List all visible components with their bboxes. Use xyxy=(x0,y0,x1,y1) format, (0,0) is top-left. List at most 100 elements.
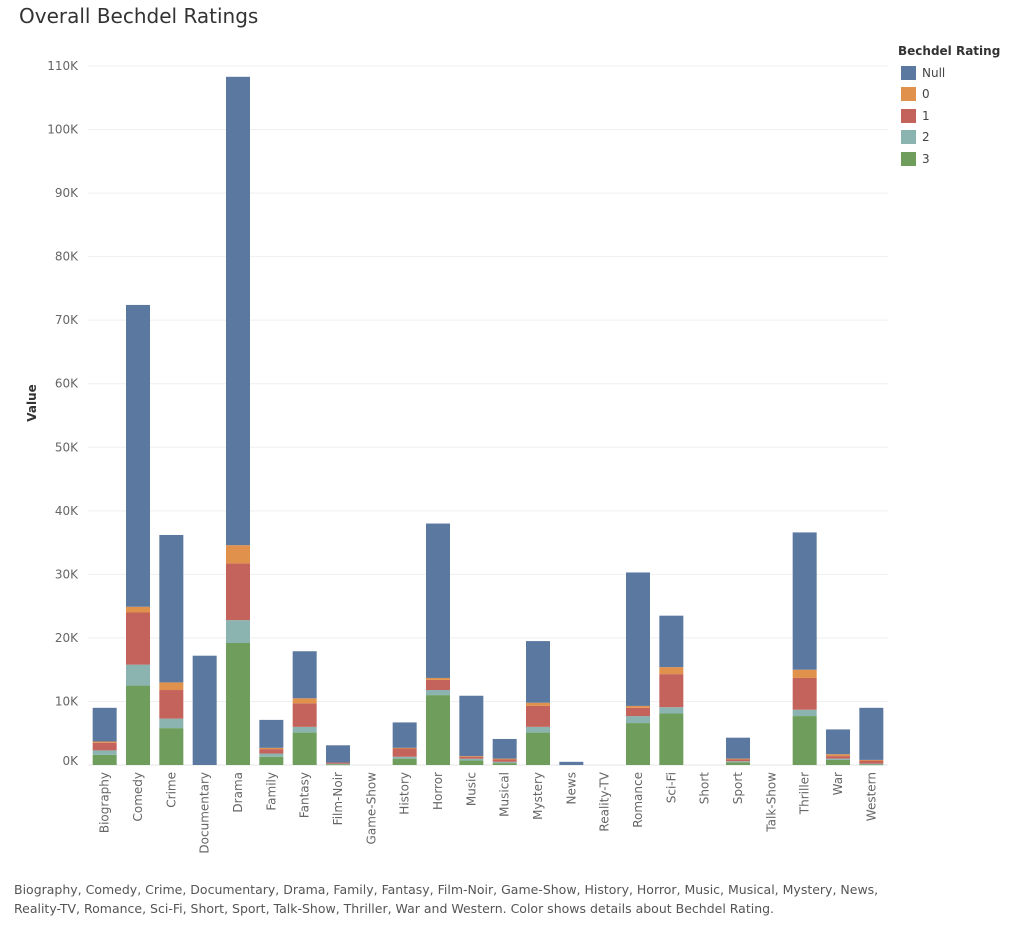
bar-segment[interactable] xyxy=(726,737,750,759)
bar-segment[interactable] xyxy=(392,748,417,757)
bar-segment[interactable] xyxy=(492,758,517,760)
bar-segment[interactable] xyxy=(859,763,884,765)
bar-segment[interactable] xyxy=(826,754,850,757)
bar-segment[interactable] xyxy=(526,726,550,733)
bar-segment[interactable] xyxy=(492,761,517,764)
bar-segment[interactable] xyxy=(426,679,450,691)
bar-segment[interactable] xyxy=(92,750,117,755)
bar-segment[interactable] xyxy=(392,758,417,765)
bar-segment[interactable] xyxy=(292,698,317,704)
bar-segment[interactable] xyxy=(659,674,684,708)
bar-segment[interactable] xyxy=(726,761,750,763)
bar-segment[interactable] xyxy=(292,726,317,733)
bar-segment[interactable] xyxy=(826,759,850,765)
bar-segment[interactable] xyxy=(426,695,450,765)
bar-segment[interactable] xyxy=(126,606,150,613)
bar-segment[interactable] xyxy=(626,707,650,717)
bar-segment[interactable] xyxy=(726,758,750,760)
bar-segment[interactable] xyxy=(259,719,284,748)
bar-segment[interactable] xyxy=(526,702,550,706)
bar-segment[interactable] xyxy=(459,695,484,757)
bar-segment[interactable] xyxy=(792,677,817,710)
bar-segment[interactable] xyxy=(559,761,584,765)
bar-segment[interactable] xyxy=(526,732,550,765)
bar-segment[interactable] xyxy=(259,747,284,750)
bar-segment[interactable] xyxy=(426,677,450,680)
bar-segment[interactable] xyxy=(459,756,484,757)
legend-item[interactable]: 0 xyxy=(898,84,1008,106)
bar-segment[interactable] xyxy=(159,728,184,765)
legend-item[interactable]: 1 xyxy=(898,105,1008,127)
bar-segment[interactable] xyxy=(492,763,517,765)
bar-segment[interactable] xyxy=(492,738,517,759)
bar-segment[interactable] xyxy=(792,709,817,717)
bar-segment[interactable] xyxy=(392,747,417,749)
bar-segment[interactable] xyxy=(792,532,817,670)
legend-item[interactable]: 3 xyxy=(898,148,1008,170)
bar-segment[interactable] xyxy=(726,759,750,762)
bars xyxy=(92,76,884,766)
bar-segment[interactable] xyxy=(659,707,684,714)
bar-segment[interactable] xyxy=(92,742,117,751)
bar-segment[interactable] xyxy=(159,690,184,719)
bar-segment[interactable] xyxy=(92,707,117,742)
bar-segment[interactable] xyxy=(326,745,350,763)
bar-segment[interactable] xyxy=(392,756,417,759)
bar-segment[interactable] xyxy=(192,655,217,765)
bar-segment[interactable] xyxy=(159,682,184,691)
bar-segment[interactable] xyxy=(859,759,884,761)
bar-segment[interactable] xyxy=(92,754,117,765)
bar-segment[interactable] xyxy=(826,758,850,760)
legend-item[interactable]: Null xyxy=(898,62,1008,84)
bar-segment[interactable] xyxy=(526,705,550,727)
bar-segment[interactable] xyxy=(226,620,250,643)
bar-segment[interactable] xyxy=(459,756,484,759)
bar-segment[interactable] xyxy=(259,753,284,757)
bar-segment[interactable] xyxy=(826,729,850,755)
bar-segment[interactable] xyxy=(126,685,150,765)
bar-segment[interactable] xyxy=(226,545,250,564)
bar-segment[interactable] xyxy=(326,764,350,766)
bar-segment[interactable] xyxy=(226,76,250,546)
bar-segment[interactable] xyxy=(226,642,250,765)
bar-segment[interactable] xyxy=(326,762,350,764)
bar-segment[interactable] xyxy=(826,756,850,759)
bar-segment[interactable] xyxy=(492,759,517,762)
bar-segment[interactable] xyxy=(292,703,317,727)
bar-segment[interactable] xyxy=(426,690,450,696)
bar-segment[interactable] xyxy=(259,756,284,765)
bar-segment[interactable] xyxy=(526,641,550,703)
bar-segment[interactable] xyxy=(859,707,884,760)
x-tick-label: Mystery xyxy=(531,772,545,820)
bar-segment[interactable] xyxy=(292,651,317,699)
bar-segment[interactable] xyxy=(226,563,250,621)
y-tick-label: 90K xyxy=(55,186,79,200)
bar-segment[interactable] xyxy=(159,718,184,729)
bar-segment[interactable] xyxy=(726,762,750,765)
legend-item[interactable]: 2 xyxy=(898,127,1008,149)
bar-segment[interactable] xyxy=(792,669,817,678)
bar-segment[interactable] xyxy=(259,749,284,754)
bar-segment[interactable] xyxy=(126,304,150,607)
bar-segment[interactable] xyxy=(459,758,484,761)
bar-segment[interactable] xyxy=(626,723,650,765)
bar-segment[interactable] xyxy=(326,763,350,765)
bar-segment[interactable] xyxy=(459,760,484,765)
bar-segment[interactable] xyxy=(659,667,684,675)
x-tick-label: Game-Show xyxy=(364,772,378,845)
bar-segment[interactable] xyxy=(659,713,684,765)
bar-segment[interactable] xyxy=(659,615,684,668)
bar-segment[interactable] xyxy=(426,523,450,678)
bar-segment[interactable] xyxy=(159,534,184,683)
bar-segment[interactable] xyxy=(792,716,817,765)
bar-segment[interactable] xyxy=(92,741,117,743)
bar-segment[interactable] xyxy=(626,716,650,724)
bar-segment[interactable] xyxy=(126,612,150,665)
bar-segment[interactable] xyxy=(292,732,317,765)
bar-segment[interactable] xyxy=(859,760,884,764)
bar-segment[interactable] xyxy=(626,572,650,706)
bar-segment[interactable] xyxy=(126,664,150,686)
bar-segment[interactable] xyxy=(859,764,884,766)
bar-segment[interactable] xyxy=(392,722,417,748)
bar-segment[interactable] xyxy=(626,705,650,708)
